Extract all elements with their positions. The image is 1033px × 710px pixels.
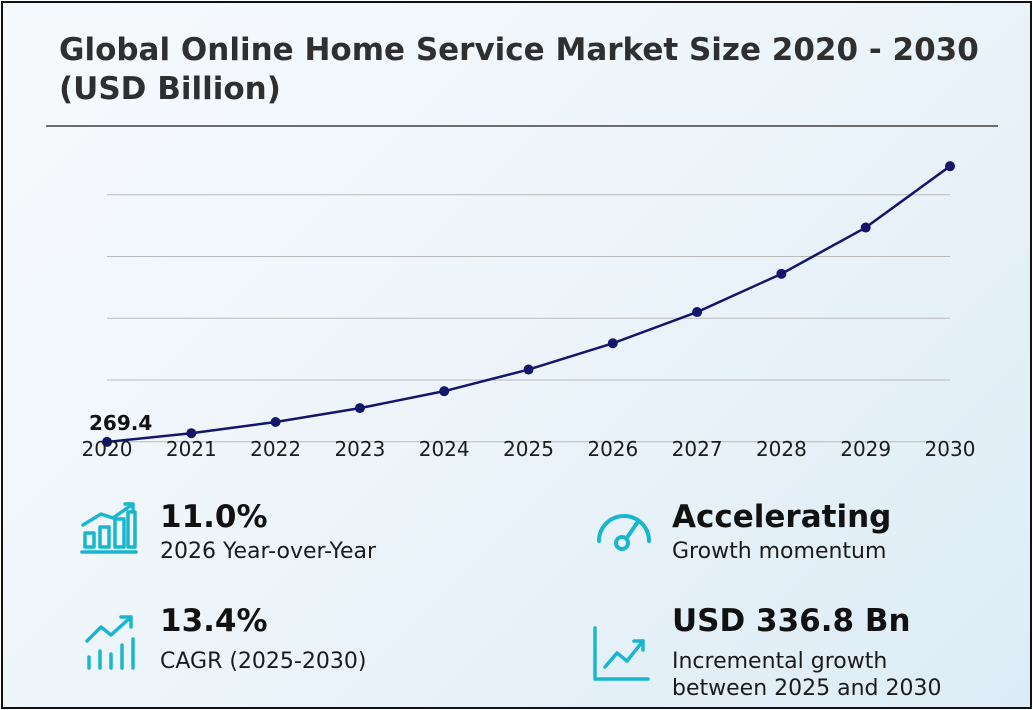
- stat-momentum-value: Accelerating: [672, 499, 892, 535]
- series-line-path: [106, 165, 951, 444]
- chart-title: Global Online Home Service Market Size 2…: [59, 32, 979, 107]
- x-tick-label-2021: 2021: [166, 437, 217, 461]
- stat-momentum-label: Growth momentum: [672, 539, 887, 564]
- data-point-2025: [523, 364, 534, 375]
- data-label-2020: 269.4: [89, 411, 152, 435]
- gridlines: [107, 194, 950, 443]
- stat-yoy-label: 2026 Year-over-Year: [160, 539, 377, 564]
- x-tick-label-2024: 2024: [419, 437, 470, 461]
- series-line: [106, 165, 951, 444]
- stat-yoy-value: 11.0%: [160, 499, 268, 535]
- data-point-2029: [860, 222, 871, 233]
- x-tick-label-2020: 2020: [82, 437, 133, 461]
- data-point-2024: [439, 386, 450, 397]
- x-tick-label-2023: 2023: [334, 437, 385, 461]
- labels: 2020 2021 2022 2023 2024 2025 2026 2027 2028 2029…: [82, 411, 976, 461]
- x-tick-label-2028: 2028: [756, 437, 807, 461]
- data-points: [102, 161, 955, 447]
- data-point-2028: [776, 268, 787, 279]
- x-tick-label-2022: 2022: [250, 437, 301, 461]
- data-point-2020: [102, 436, 112, 447]
- x-tick-label-2029: 2029: [840, 437, 891, 461]
- stat-incremental-value: USD 336.8 Bn: [672, 603, 911, 639]
- stat-cagr-value: 13.4%: [160, 603, 268, 639]
- x-tick-label-2027: 2027: [672, 437, 723, 461]
- data-point-2022: [270, 417, 281, 428]
- data-point-2026: [607, 338, 618, 349]
- data-point-2027: [692, 307, 703, 318]
- stat-incremental-label: Incremental growth: [672, 649, 888, 674]
- title-divider: [46, 125, 998, 127]
- x-tick-label-2025: 2025: [503, 437, 554, 461]
- data-point-2023: [354, 403, 365, 414]
- x-tick-label-2030: 2030: [925, 437, 976, 461]
- stat-cagr-label: CAGR (2025-2030): [160, 649, 367, 674]
- gauge-icon: [597, 514, 651, 551]
- x-tick-label-2026: 2026: [587, 437, 638, 461]
- stat-incremental-label-2: between 2025 and 2030: [672, 676, 942, 701]
- line-chart-icon: [593, 626, 650, 681]
- data-point-2021: [186, 428, 197, 439]
- data-point-2030: [945, 161, 955, 172]
- line-chart: 2020 2021 2022 2023 2024 2025 2026 2027 2028 2029…: [82, 161, 976, 461]
- bar-chart-icon: [80, 502, 138, 554]
- trend-bars-icon: [85, 615, 135, 670]
